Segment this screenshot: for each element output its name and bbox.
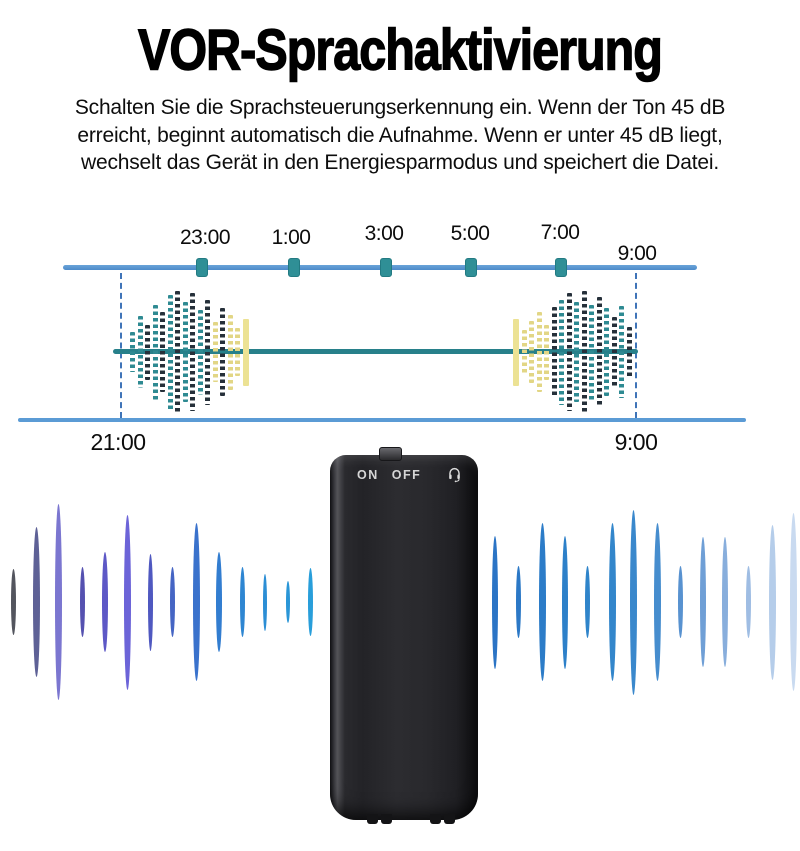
wave-bar <box>608 523 616 681</box>
intro-text: Schalten Sie die Sprachsteuerungserkennu… <box>0 94 800 177</box>
wave-bar <box>562 535 568 669</box>
wave-bar <box>239 567 245 637</box>
page-title: VOR-Sprachaktivierung <box>137 17 663 82</box>
burst-column <box>513 318 519 386</box>
wave-bar <box>169 567 175 637</box>
burst-column <box>152 304 158 400</box>
power-switch <box>379 447 402 461</box>
headset-icon <box>448 466 461 483</box>
burst-column <box>619 306 624 398</box>
wave-bar <box>307 568 313 636</box>
timeline-tick <box>555 258 567 277</box>
wave-bar <box>54 504 62 700</box>
burst-column <box>130 332 135 372</box>
wave-bar <box>102 552 108 652</box>
wave-bar <box>10 569 16 635</box>
wave-bar <box>745 566 751 638</box>
burst-column <box>574 302 579 402</box>
burst-column <box>190 293 195 411</box>
burst-column <box>604 308 609 396</box>
wave-bar <box>492 535 498 669</box>
wave-bar <box>653 523 661 681</box>
wave-bar <box>768 524 776 680</box>
time-label-300: 3:00 <box>364 222 404 245</box>
burst-column <box>212 322 218 382</box>
intro-line-2: erreicht, beginnt automatisch die Aufnah… <box>77 123 723 147</box>
burst-column <box>227 314 233 390</box>
wave-bar <box>700 537 706 667</box>
burst-column <box>529 321 534 383</box>
timeline-tick <box>380 258 392 277</box>
intro-line-3: wechselt das Gerät in den Energiesparmod… <box>81 151 719 174</box>
wave-bar <box>677 566 683 638</box>
burst-column <box>205 299 210 405</box>
burst-column <box>235 328 240 376</box>
burst-column <box>182 302 188 402</box>
device-foot <box>444 814 455 824</box>
burst-column <box>197 309 203 395</box>
wave-bar <box>32 527 40 677</box>
intro-line-1: Schalten Sie die Sprachsteuerungserkennu… <box>74 96 726 119</box>
wave-bar <box>789 513 797 691</box>
time-label-900: 9:00 <box>617 242 657 265</box>
burst-column <box>551 307 557 397</box>
wave-bar <box>584 566 590 638</box>
timeline-bottom-line <box>18 418 746 422</box>
wave-bar <box>286 581 290 623</box>
time-label-2300: 23:00 <box>179 226 231 249</box>
timeline-tick <box>288 258 300 277</box>
time-label-500: 5:00 <box>450 222 490 245</box>
timeline-tick <box>465 258 477 277</box>
burst-column <box>242 318 249 386</box>
wave-bar <box>538 523 546 681</box>
off-label: OFF <box>391 467 422 482</box>
wave-bar <box>123 514 131 690</box>
device-foot <box>430 814 441 824</box>
timeline-tick <box>196 258 208 277</box>
burst-column <box>536 312 542 392</box>
recording-burst <box>130 287 249 417</box>
time-label-100: 1:00 <box>271 226 311 249</box>
device-foot <box>367 814 378 824</box>
wave-bar <box>79 567 85 637</box>
wave-bar <box>515 566 521 638</box>
dashed-guide-line <box>120 273 122 418</box>
burst-column <box>559 299 564 405</box>
burst-column <box>160 312 165 392</box>
burst-column <box>521 329 527 375</box>
on-label: ON <box>357 467 379 482</box>
burst-column <box>566 293 572 411</box>
wave-bar <box>629 509 637 695</box>
wave-bar <box>192 523 200 681</box>
time-label-2100: 21:00 <box>90 429 146 455</box>
device-top-panel: ON OFF <box>330 466 478 483</box>
wave-bar <box>216 552 222 652</box>
burst-column <box>596 297 602 407</box>
burst-column <box>145 324 150 380</box>
burst-column <box>581 290 587 414</box>
wave-bar <box>722 537 728 667</box>
recording-burst <box>513 287 632 417</box>
burst-column <box>137 316 143 388</box>
voice-recorder-device: ON OFF <box>330 447 478 824</box>
time-label-700: 7:00 <box>540 221 580 244</box>
burst-column <box>544 324 549 380</box>
burst-column <box>167 294 173 410</box>
burst-column <box>611 317 617 387</box>
recording-line <box>113 349 638 354</box>
time-label-900: 9:00 <box>614 429 658 455</box>
wave-bar <box>147 553 153 651</box>
burst-column <box>220 308 225 396</box>
burst-column <box>175 290 180 414</box>
burst-column <box>626 327 632 377</box>
wave-bar <box>263 573 267 631</box>
dashed-guide-line <box>635 273 637 418</box>
burst-column <box>589 304 594 400</box>
device-foot <box>381 814 392 824</box>
